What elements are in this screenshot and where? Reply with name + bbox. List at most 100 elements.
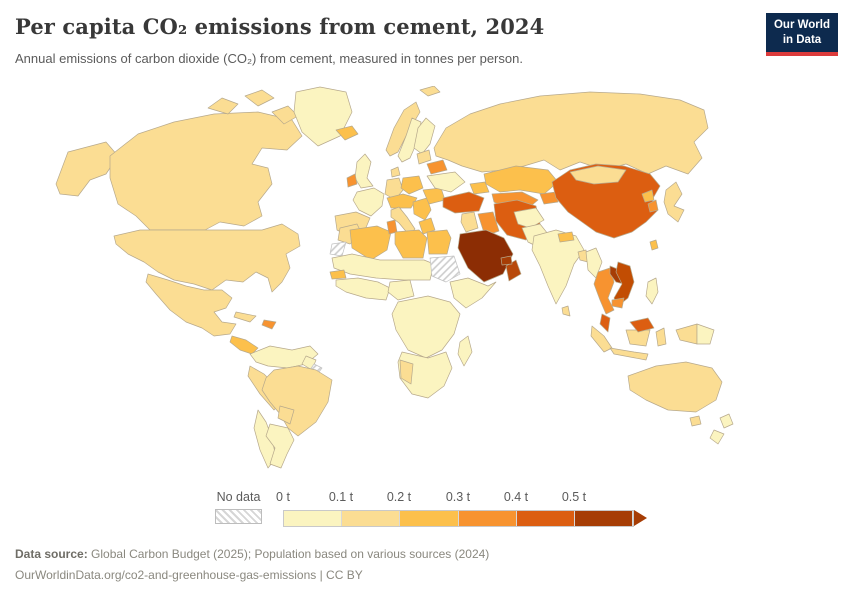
region-caucasus[interactable] (469, 181, 490, 195)
country-malaysia-peninsula[interactable] (599, 313, 611, 333)
data-source-label: Data source: (15, 547, 88, 561)
region-nigeria-cameroon[interactable] (387, 279, 415, 301)
legend-no-data-swatch[interactable] (215, 509, 262, 524)
country-saudi-arabia[interactable] (457, 229, 514, 283)
legend-no-data-label: No data (216, 490, 261, 504)
country-ireland[interactable] (346, 173, 358, 188)
region-central-america[interactable] (229, 335, 259, 355)
legend-open-ended-arrow[interactable] (634, 510, 647, 526)
data-source-text: Global Carbon Budget (2025); Population … (91, 547, 490, 561)
country-madagascar[interactable] (457, 335, 473, 367)
country-myanmar[interactable] (585, 247, 603, 279)
country-canada-island[interactable] (244, 89, 275, 107)
country-philippines[interactable] (645, 277, 659, 305)
country-united-states[interactable] (113, 223, 301, 293)
owid-logo-line2: in Data (782, 33, 822, 46)
territory-svalbard[interactable] (419, 86, 441, 97)
page-title: Per capita CO₂ emissions from cement, 20… (15, 14, 545, 39)
country-greece[interactable] (418, 217, 436, 235)
country-china[interactable] (551, 163, 661, 239)
country-united-states-alaska[interactable] (55, 141, 119, 197)
legend-tick-03: 0.3 t (445, 490, 471, 504)
country-france[interactable] (352, 187, 385, 217)
legend-bin-3-swatch[interactable] (458, 511, 517, 526)
region-balkans[interactable] (412, 197, 432, 221)
country-nepal[interactable] (557, 231, 575, 243)
country-uae[interactable] (500, 255, 513, 266)
country-brazil[interactable] (261, 365, 333, 437)
country-poland[interactable] (400, 175, 424, 195)
country-egypt[interactable] (426, 229, 452, 255)
country-turkey[interactable] (442, 191, 485, 214)
legend-tick-05: 0.5 t (561, 490, 587, 504)
country-papua-new-guinea[interactable] (696, 323, 715, 345)
country-namibia[interactable] (399, 359, 414, 385)
country-denmark[interactable] (390, 166, 401, 178)
country-mongolia[interactable] (569, 165, 627, 185)
legend-bin-2-swatch[interactable] (400, 511, 459, 526)
country-mexico[interactable] (145, 273, 237, 337)
country-indonesia-sumatra[interactable] (590, 325, 613, 353)
country-belarus[interactable] (426, 159, 448, 175)
country-algeria[interactable] (349, 225, 392, 261)
world-choropleth-map (0, 86, 850, 486)
country-new-zealand-south[interactable] (709, 429, 725, 445)
country-libya[interactable] (394, 229, 428, 259)
country-indonesia-papua[interactable] (675, 323, 698, 345)
legend-tick-0: 0 t (276, 490, 290, 504)
region-kyrgyzstan-tajikistan[interactable] (539, 191, 559, 205)
territory-western-sahara[interactable] (329, 241, 347, 257)
region-baltics[interactable] (416, 149, 432, 165)
country-malaysia-borneo[interactable] (629, 317, 655, 333)
chart-footer: Data source: Global Carbon Budget (2025)… (15, 544, 489, 586)
legend-tick-02: 0.2 t (386, 490, 412, 504)
owid-url-line[interactable]: OurWorldinData.org/co2-and-greenhouse-ga… (15, 568, 363, 582)
country-afghanistan[interactable] (513, 207, 545, 229)
country-south-korea[interactable] (647, 199, 659, 213)
legend-tick-04: 0.4 t (503, 490, 529, 504)
country-taiwan[interactable] (649, 239, 659, 251)
map-legend: No data 0 t 0.1 t 0.2 t 0.3 t 0.4 t 0.5 … (0, 490, 850, 532)
legend-bin-1-swatch[interactable] (342, 511, 401, 526)
country-russia[interactable] (433, 91, 709, 175)
country-bolivia[interactable] (277, 405, 295, 425)
country-new-zealand-north[interactable] (719, 413, 734, 429)
country-indonesia-borneo[interactable] (625, 329, 651, 347)
legend-tick-labels: 0 t 0.1 t 0.2 t 0.3 t 0.4 t 0.5 t (276, 490, 646, 507)
region-central-east-africa[interactable] (391, 295, 461, 359)
country-indonesia-java[interactable] (609, 347, 649, 361)
country-australia-tasmania[interactable] (689, 415, 702, 427)
country-norway[interactable] (385, 101, 421, 157)
country-cambodia[interactable] (611, 297, 625, 309)
region-west-africa[interactable] (335, 277, 391, 301)
country-canada[interactable] (109, 111, 303, 231)
country-argentina[interactable] (265, 423, 295, 469)
page-subtitle: Annual emissions of carbon dioxide (CO₂)… (15, 51, 523, 66)
country-dominican-republic[interactable] (261, 319, 277, 330)
country-oman[interactable] (505, 259, 522, 282)
region-horn-of-africa[interactable] (449, 277, 497, 309)
country-north-korea[interactable] (641, 189, 655, 203)
country-canada-island[interactable] (207, 97, 239, 115)
data-source-line: Data source: Global Carbon Budget (2025)… (15, 544, 489, 565)
country-sudan[interactable] (429, 255, 461, 283)
country-ukraine[interactable] (426, 171, 466, 193)
country-cuba[interactable] (233, 311, 257, 323)
country-australia[interactable] (627, 361, 723, 413)
country-indonesia-sulawesi[interactable] (655, 327, 667, 347)
legend-color-bar (283, 510, 647, 527)
region-levant[interactable] (460, 211, 479, 233)
legend-tick-01: 0.1 t (328, 490, 354, 504)
legend-bin-4-swatch[interactable] (516, 511, 575, 526)
country-iceland[interactable] (335, 125, 359, 141)
country-iraq[interactable] (477, 211, 500, 237)
country-sri-lanka[interactable] (561, 305, 571, 317)
country-india[interactable] (531, 229, 585, 305)
country-senegal[interactable] (329, 269, 347, 280)
country-united-kingdom[interactable] (354, 153, 374, 189)
country-japan[interactable] (663, 181, 685, 223)
legend-bin-0-swatch[interactable] (284, 511, 343, 526)
legend-bin-5-swatch[interactable] (574, 511, 634, 526)
owid-logo[interactable]: Our World in Data (766, 13, 838, 56)
